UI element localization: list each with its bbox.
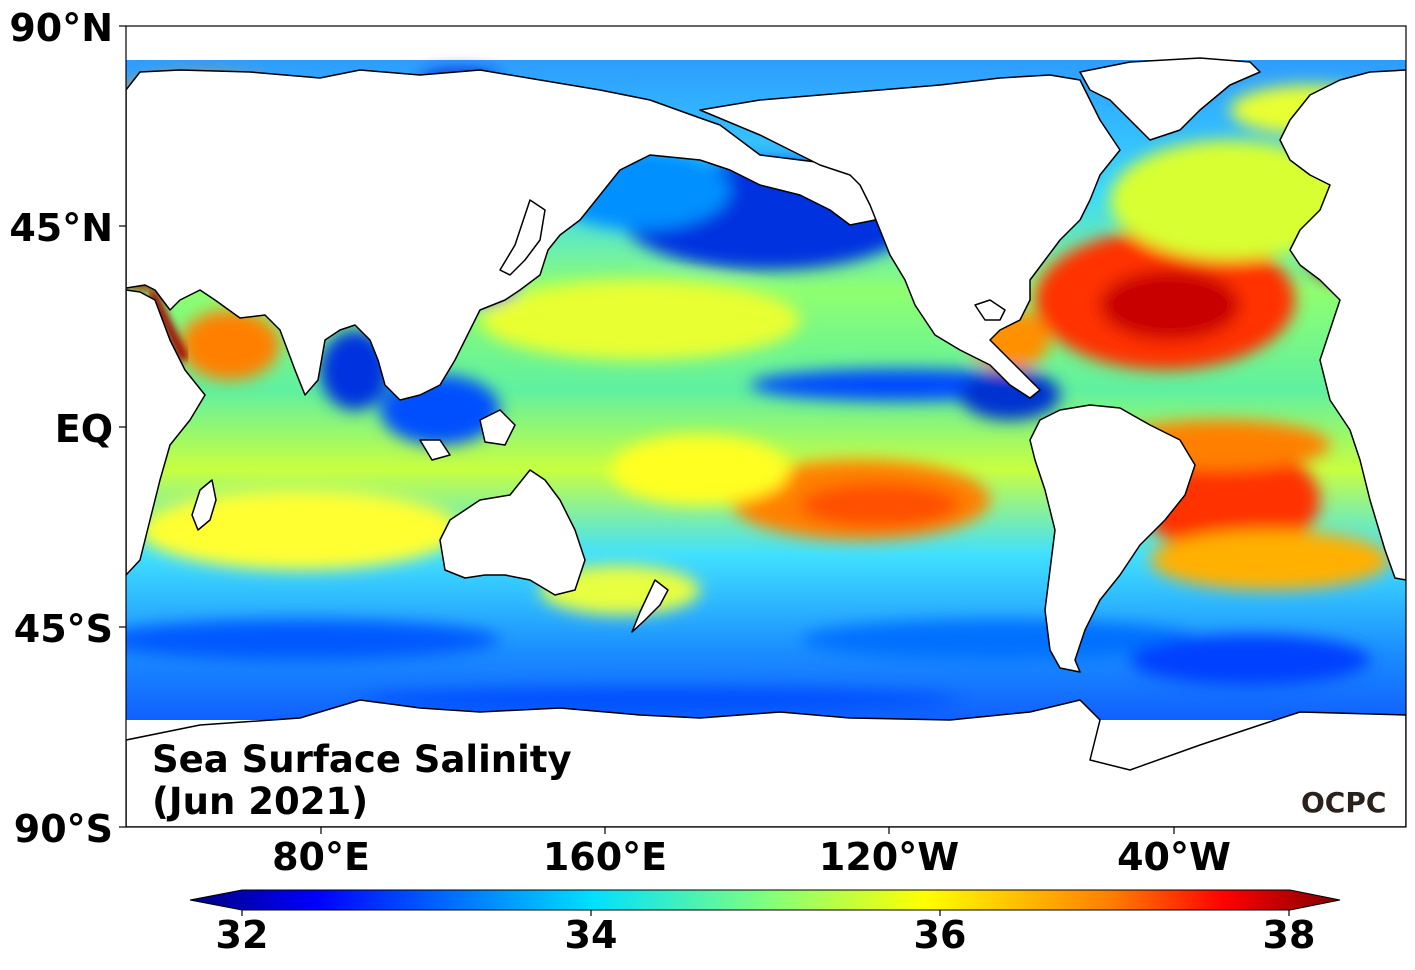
colorbar-gradient [189, 889, 1341, 911]
lat-label-45s: 45°S [13, 607, 113, 651]
lon-label-40w: 40°W [1117, 835, 1231, 879]
lat-label-45n: 45°N [9, 206, 113, 250]
map-title: Sea Surface Salinity (Jun 2021) [152, 739, 572, 823]
lat-label-eq: EQ [54, 407, 113, 451]
colorbar-tick-label: 34 [564, 913, 618, 957]
ocpc-logo: OCPC [1301, 786, 1387, 819]
land-masses [126, 57, 1406, 827]
axis-ticks [119, 25, 1175, 834]
lat-label-90n: 90°N [9, 6, 113, 50]
lon-label-120w: 120°W [818, 835, 960, 879]
map-title-line2: (Jun 2021) [152, 779, 369, 823]
colorbar-tick-label: 36 [913, 913, 967, 957]
colorbar-tick-label: 32 [215, 913, 269, 957]
colorbar-tick-label: 38 [1262, 913, 1316, 957]
lon-label-80e: 80°E [272, 835, 370, 879]
lat-label-90s: 90°S [13, 807, 113, 851]
map-title-line1: Sea Surface Salinity [152, 738, 572, 781]
colorbar [189, 889, 1341, 916]
lon-label-160e: 160°E [542, 835, 668, 879]
salinity-field [126, 57, 1406, 827]
